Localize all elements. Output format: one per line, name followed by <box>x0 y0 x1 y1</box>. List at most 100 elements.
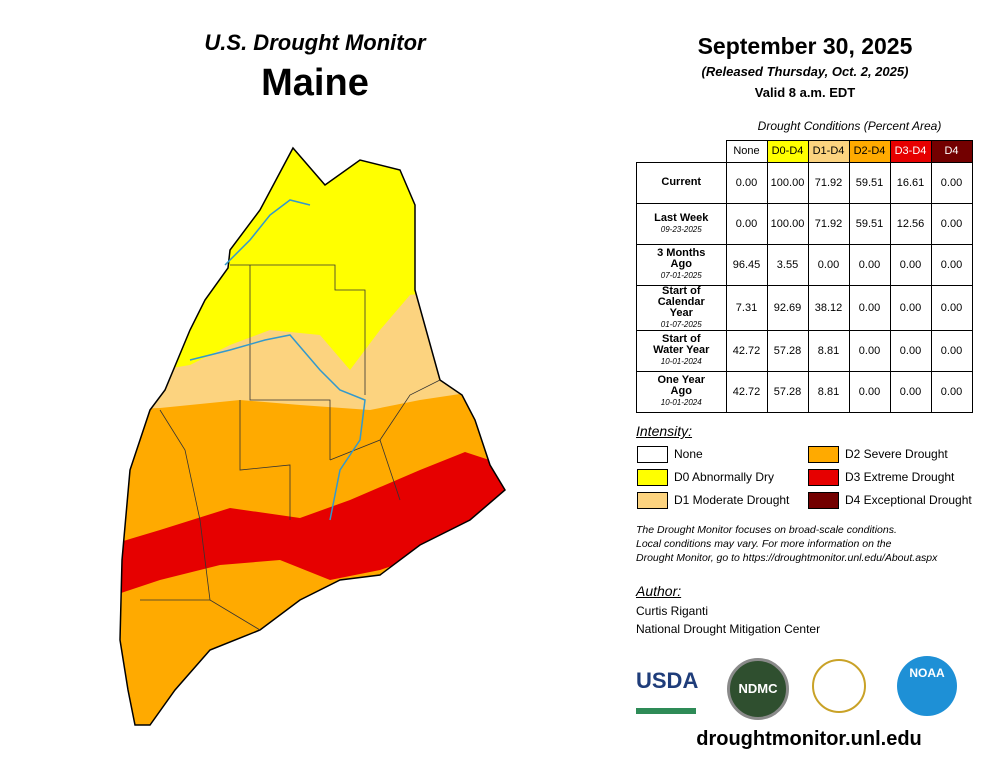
table-value: 0.00 <box>725 161 768 204</box>
row-label: Last Week <box>654 211 709 224</box>
row-header: Current <box>636 161 727 204</box>
logo-text: NDMC <box>738 681 778 696</box>
map-date: September 30, 2025 <box>697 33 913 59</box>
author-name: Curtis Riganti <box>636 604 709 618</box>
table-value: 0.00 <box>930 202 973 245</box>
note-line: Local conditions may vary. For more info… <box>636 538 892 550</box>
legend-label: D0 Abnormally Dry <box>674 470 775 484</box>
column-header: D0-D4 <box>766 140 809 163</box>
footer-url: droughtmonitor.unl.edu <box>696 728 922 750</box>
table-row: Start of Calendar Year 01-07-2025 7.31 92.6… <box>636 284 973 331</box>
table-value: 0.00 <box>848 284 891 331</box>
legend-swatch <box>637 446 668 463</box>
table-value: 71.92 <box>807 202 850 245</box>
row-label: 3 Months Ago <box>657 247 706 270</box>
table-row: 3 Months Ago 07-01-2025 96.45 3.55 0.00 0.00 0… <box>636 243 973 286</box>
table-value: 0.00 <box>889 370 932 413</box>
legend-swatch <box>808 469 839 486</box>
table-value: 59.51 <box>848 161 891 204</box>
table-value: 0.00 <box>930 243 973 286</box>
note-line: The Drought Monitor focuses on broad-sca… <box>636 524 897 536</box>
header-row: None D0-D4 D1-D4 D2-D4 D3-D4 D4 <box>637 140 973 163</box>
table-value: 38.12 <box>807 284 850 331</box>
table-value: 100.00 <box>766 161 809 204</box>
table-value: 59.51 <box>848 202 891 245</box>
corner-cell <box>637 141 727 163</box>
column-header: None <box>725 140 768 163</box>
table-value: 3.55 <box>766 243 809 286</box>
legend-label: D4 Exceptional Drought <box>845 493 972 507</box>
row-header: Start of Water Year 10-01-2024 <box>636 329 727 372</box>
drought-areas <box>120 148 505 725</box>
row-date: 09-23-2025 <box>660 224 702 234</box>
river <box>189 199 366 521</box>
row-header: One Year Ago 10-01-2024 <box>636 370 727 413</box>
column-header: D1-D4 <box>807 140 850 163</box>
table-value: 12.56 <box>889 202 932 245</box>
map-title: U.S. Drought Monitor <box>204 30 426 55</box>
legend-label: D1 Moderate Drought <box>674 493 790 507</box>
table-row: Last Week 09-23-2025 0.00 100.00 71.92 59.51 1… <box>636 202 973 245</box>
table-value: 92.69 <box>766 284 809 331</box>
table-row: Current 0.00 100.00 71.92 59.51 16.61 0.00 <box>636 161 973 204</box>
map <box>119 146 506 726</box>
logo: NOAA <box>897 656 957 716</box>
legend-swatch <box>637 492 668 509</box>
table-value: 0.00 <box>725 202 768 245</box>
table-value: 0.00 <box>889 329 932 372</box>
row-label: Start of Calendar Year <box>657 284 705 319</box>
table-value: 100.00 <box>766 202 809 245</box>
note-line: Drought Monitor, go to https://droughtmo… <box>636 552 938 564</box>
state-name: Maine <box>261 62 369 104</box>
table-value: 0.00 <box>848 329 891 372</box>
row-label: One Year Ago <box>657 374 706 397</box>
table-value: 57.28 <box>766 370 809 413</box>
table-value: 0.00 <box>889 284 932 331</box>
row-label: Current <box>661 176 702 188</box>
table-value: 7.31 <box>725 284 768 331</box>
table-value: 42.72 <box>725 329 768 372</box>
column-header: D2-D4 <box>848 140 891 163</box>
table-value: 42.72 <box>725 370 768 413</box>
author-heading: Author: <box>636 583 682 599</box>
county-lines <box>140 264 441 631</box>
table-value: 0.00 <box>930 284 973 331</box>
legend-title: Intensity: <box>636 423 693 439</box>
table-value: 0.00 <box>889 243 932 286</box>
legend-label: D2 Severe Drought <box>845 447 948 461</box>
column-header: D3-D4 <box>889 140 932 163</box>
table-value: 0.00 <box>930 370 973 413</box>
table-value: 0.00 <box>930 329 973 372</box>
table-value: 0.00 <box>848 243 891 286</box>
table-value: 16.61 <box>889 161 932 204</box>
conditions-table: None D0-D4 D1-D4 D2-D4 D3-D4 D4 Current 0.00 100… <box>636 140 973 413</box>
release-date: (Released Thursday, Oct. 2, 2025) <box>701 64 909 79</box>
row-header: 3 Months Ago 07-01-2025 <box>636 243 727 286</box>
column-header: D4 <box>930 140 973 163</box>
table-row: One Year Ago 10-01-2024 42.72 57.28 8.81 0.00… <box>636 370 973 413</box>
logo: USDA <box>636 668 698 714</box>
logo-text: NOAA <box>909 666 945 680</box>
table-caption: Drought Conditions (Percent Area) <box>757 119 942 133</box>
table-value: 0.00 <box>848 370 891 413</box>
legend-label: D3 Extreme Drought <box>845 470 955 484</box>
legend-swatch <box>808 492 839 509</box>
table-value: 8.81 <box>807 329 850 372</box>
valid-time: Valid 8 a.m. EDT <box>754 85 856 100</box>
legend-swatch <box>637 469 668 486</box>
row-date: 10-01-2024 <box>660 357 702 366</box>
table-row: Start of Water Year 10-01-2024 42.72 57.28 8… <box>636 329 973 372</box>
logo-seal <box>812 659 866 713</box>
legend-label: None <box>674 447 703 461</box>
author-org: National Drought Mitigation Center <box>636 622 821 636</box>
table-value: 71.92 <box>807 161 850 204</box>
row-date: 07-01-2025 <box>660 271 702 280</box>
table-value: 0.00 <box>930 161 973 204</box>
row-header: Last Week 09-23-2025 <box>636 202 727 245</box>
row-label: Start of Water Year <box>653 333 710 356</box>
legend-swatch <box>808 446 839 463</box>
row-date: 10-01-2024 <box>660 398 702 407</box>
logo: NDMC <box>727 658 789 720</box>
